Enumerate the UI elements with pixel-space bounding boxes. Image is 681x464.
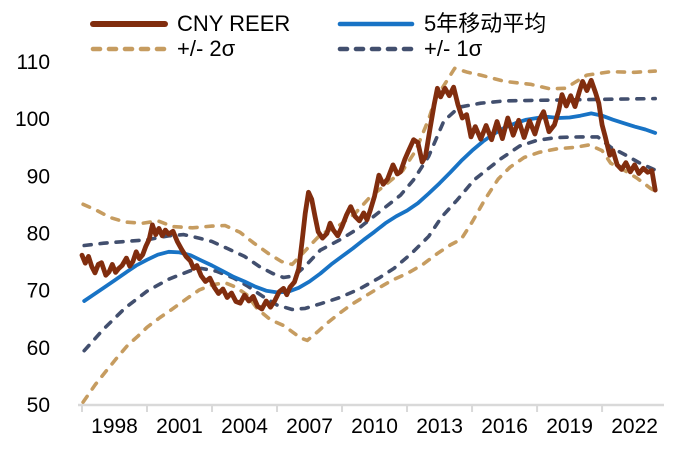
y-tick-label: 70 — [27, 280, 50, 303]
legend-label-ma5: 5年移动平均 — [424, 11, 547, 36]
legend-swatch-1sigma — [337, 46, 415, 51]
x-tick-label: 2013 — [416, 415, 463, 438]
x-tick-label: 1998 — [91, 415, 138, 438]
x-tick-label: 2007 — [286, 415, 333, 438]
x-tick-label: 2010 — [351, 415, 398, 438]
series-line-lower2 — [81, 143, 658, 404]
series-line-reer — [79, 77, 658, 312]
x-tick-label: 2016 — [481, 415, 528, 438]
legend-swatch-ma5 — [337, 21, 415, 26]
legend-item-1sigma: +/- 1σ — [337, 36, 482, 61]
series-line-upper1 — [82, 96, 658, 280]
series-line-ma5 — [82, 111, 658, 303]
x-tick-label: 2004 — [221, 415, 268, 438]
legend-swatch-2sigma — [90, 46, 168, 51]
y-tick-label: 80 — [27, 223, 50, 246]
series-line-lower1 — [82, 135, 658, 353]
y-tick-label: 90 — [27, 165, 50, 188]
legend-swatch-cny-reer — [90, 20, 168, 27]
legend-label-2sigma: +/- 2σ — [177, 36, 236, 61]
x-tick-label: 2022 — [611, 415, 658, 438]
chart-legend: CNY REER 5年移动平均 +/- 2σ +/- 1σ — [0, 0, 681, 62]
legend-label-cny-reer: CNY REER — [177, 11, 291, 36]
legend-item-ma5: 5年移动平均 — [337, 11, 546, 36]
y-tick-label: 50 — [27, 394, 50, 417]
x-tick-label: 2001 — [156, 415, 203, 438]
legend-label-1sigma: +/- 1σ — [424, 36, 483, 61]
x-tick-label: 2019 — [546, 415, 593, 438]
legend-item-cny-reer: CNY REER — [90, 11, 290, 36]
y-tick-label: 110 — [17, 51, 50, 74]
y-tick-label: 100 — [15, 108, 50, 131]
legend-item-2sigma: +/- 2σ — [90, 36, 235, 61]
y-tick-label: 60 — [27, 337, 50, 360]
